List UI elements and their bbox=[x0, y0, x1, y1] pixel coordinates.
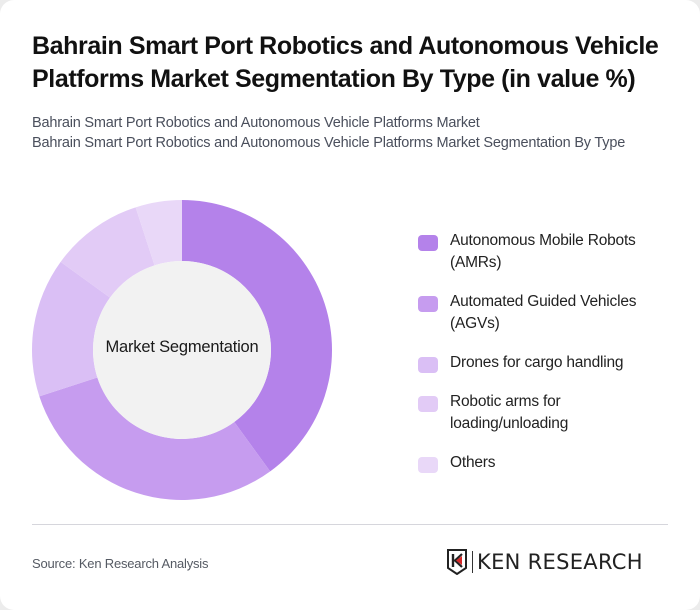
legend-swatch bbox=[418, 457, 438, 473]
legend-item-robotic-arms: Robotic arms for loading/unloading bbox=[418, 391, 678, 435]
logo-separator bbox=[472, 551, 473, 573]
legend-label: Automated Guided Vehicles (AGVs) bbox=[450, 293, 637, 332]
legend-swatch bbox=[418, 357, 438, 373]
legend-label: Autonomous Mobile Robots (AMRs) bbox=[450, 232, 636, 271]
donut-hole bbox=[93, 261, 271, 439]
legend-swatch bbox=[418, 296, 438, 312]
chart-legend: Autonomous Mobile Robots (AMRs) Automate… bbox=[418, 230, 678, 491]
chart-title: Bahrain Smart Port Robotics and Autonomo… bbox=[32, 32, 659, 93]
donut-center-label: Market Segmentation bbox=[105, 338, 259, 356]
legend-swatch bbox=[418, 396, 438, 412]
donut-slice bbox=[31, 261, 110, 397]
legend-item-amr: Autonomous Mobile Robots (AMRs) bbox=[418, 230, 678, 274]
footer-divider bbox=[32, 524, 668, 525]
subtitle-line-2: Bahrain Smart Port Robotics and Autonomo… bbox=[32, 135, 626, 151]
legend-item-others: Others bbox=[418, 452, 678, 474]
donut-slice bbox=[135, 200, 182, 266]
chart-subtitle: Bahrain Smart Port Robotics and Autonomo… bbox=[32, 113, 672, 153]
donut-slice bbox=[39, 377, 271, 500]
donut-slice bbox=[182, 200, 332, 472]
donut-chart bbox=[31, 200, 332, 500]
legend-label: Robotic arms for loading/unloading bbox=[450, 393, 569, 432]
legend-label: Others bbox=[450, 454, 496, 471]
legend-item-drones: Drones for cargo handling bbox=[418, 352, 678, 374]
legend-swatch bbox=[418, 235, 438, 251]
logo-text: KEN RESEARCH bbox=[477, 550, 643, 574]
source-note: Source: Ken Research Analysis bbox=[32, 556, 209, 571]
legend-item-agv: Automated Guided Vehicles (AGVs) bbox=[418, 291, 678, 335]
ken-research-shield-icon bbox=[447, 549, 467, 575]
subtitle-line-1: Bahrain Smart Port Robotics and Autonomo… bbox=[32, 115, 480, 131]
donut-slice bbox=[60, 207, 155, 298]
legend-label: Drones for cargo handling bbox=[450, 354, 624, 371]
ken-research-logo: KEN RESEARCH bbox=[447, 549, 643, 575]
